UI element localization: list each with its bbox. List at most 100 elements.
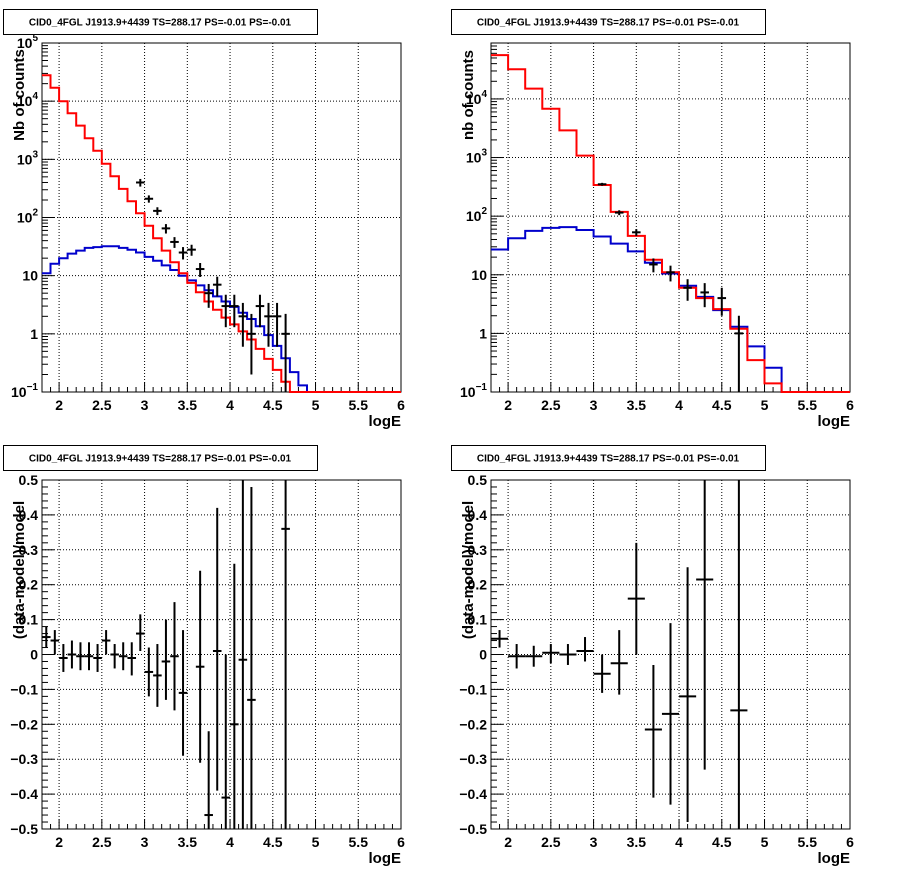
- data-point: [93, 644, 102, 672]
- x-tick-label: 3: [141, 397, 149, 413]
- y-tick-exponent: 4: [481, 89, 487, 100]
- title-frame: [451, 9, 766, 35]
- data-point: [281, 480, 290, 829]
- y-tick-exponent: 3: [32, 149, 38, 160]
- y-tick-label: −0.2: [10, 716, 38, 732]
- y-tick-label: 1: [479, 325, 487, 341]
- x-tick-label: 2.5: [541, 834, 561, 850]
- y-axis-label: nb of counts: [460, 50, 477, 140]
- data-point: [734, 315, 744, 392]
- y-tick-label: 0.1: [19, 612, 39, 628]
- x-tick-label: 5.5: [349, 834, 369, 850]
- y-tick-label: 10: [471, 267, 487, 283]
- data-point: [67, 640, 77, 669]
- y-tick-label: 0.3: [19, 542, 39, 558]
- data-point: [730, 480, 748, 829]
- x-tick-label: 4.5: [712, 834, 732, 850]
- data-point: [161, 619, 171, 700]
- data-point: [195, 263, 205, 277]
- y-tick-label: 0.2: [468, 577, 488, 593]
- data-point: [281, 313, 290, 392]
- x-tick-label: 6: [846, 834, 854, 850]
- x-tick-label: 6: [846, 397, 854, 413]
- y-tick-label: 103: [17, 149, 39, 167]
- y-tick-base: 10: [17, 151, 33, 167]
- y-tick-exponent: 2: [481, 206, 487, 217]
- x-tick-label: 2: [504, 397, 512, 413]
- data-point: [195, 570, 205, 763]
- x-tick-label: 5.5: [349, 397, 369, 413]
- y-tick-base: 10: [466, 91, 482, 107]
- data-point: [508, 644, 526, 669]
- y-tick-label: −0.4: [459, 786, 487, 802]
- data-point: [683, 279, 692, 301]
- data-point: [255, 294, 265, 328]
- data-point: [187, 244, 196, 256]
- data-point: [247, 313, 256, 375]
- y-tick-label: 0: [30, 647, 38, 663]
- x-tick-label: 6: [397, 397, 405, 413]
- title-frame: [451, 445, 766, 471]
- y-tick-label: 0.1: [468, 612, 488, 628]
- y-tick-base: 10: [466, 150, 482, 166]
- series-background: [491, 226, 850, 393]
- data-point: [679, 567, 697, 823]
- x-tick-label: 5: [312, 397, 320, 413]
- x-tick-label: 3.5: [627, 834, 647, 850]
- y-tick-label: −0.4: [10, 786, 38, 802]
- y-tick-label: −0.1: [459, 681, 487, 697]
- y-tick-base: 10: [17, 93, 33, 109]
- data-point: [661, 623, 680, 805]
- y-axis-label: (data-model)/model: [460, 501, 477, 639]
- data-point: [230, 294, 239, 328]
- x-tick-label: 3: [590, 834, 598, 850]
- data-point: [161, 224, 171, 234]
- data-point: [50, 630, 60, 655]
- y-axis-label: Nb of counts: [11, 49, 28, 141]
- data-point: [204, 283, 213, 308]
- y-tick-label: 105: [17, 33, 39, 51]
- x-tick-label: 4: [226, 834, 234, 850]
- x-tick-label: 5.5: [798, 397, 818, 413]
- data-point: [559, 644, 577, 665]
- data-point: [230, 563, 239, 829]
- chart-title: CID0_4FGL J1913.9+4439 TS=288.17 PS=-0.0…: [477, 454, 740, 465]
- x-tick-label: 4: [675, 834, 683, 850]
- data-point: [144, 195, 154, 203]
- y-tick-label: 104: [17, 91, 39, 109]
- data-point: [170, 237, 179, 248]
- y-tick-label: 0.4: [19, 507, 39, 523]
- data-point: [212, 507, 222, 791]
- panel-top-left: CID0_4FGL J1913.9+4439 TS=288.17 PS=-0.0…: [3, 9, 405, 430]
- y-tick-label: 102: [17, 208, 39, 226]
- y-tick-label: 0.3: [468, 542, 488, 558]
- y-tick-base: 10: [466, 208, 482, 224]
- data-point: [170, 602, 179, 711]
- data-point: [542, 644, 560, 664]
- data-point: [696, 480, 714, 770]
- y-tick-label: 103: [466, 148, 488, 166]
- data-point: [627, 542, 645, 655]
- data-point: [221, 654, 231, 829]
- y-tick-label: 0.2: [19, 577, 39, 593]
- title-box: CID0_4FGL J1913.9+4439 TS=288.17 PS=-0.0…: [451, 9, 766, 35]
- plot-frame: [41, 479, 402, 830]
- chart-title: CID0_4FGL J1913.9+4439 TS=288.17 PS=-0.0…: [477, 18, 740, 29]
- x-tick-label: 3.5: [178, 397, 198, 413]
- x-tick-label: 2: [55, 834, 63, 850]
- x-tick-label: 2: [55, 397, 63, 413]
- title-frame: [3, 445, 318, 471]
- x-tick-label: 4: [675, 397, 683, 413]
- panel-bottom-left: CID0_4FGL J1913.9+4439 TS=288.17 PS=-0.0…: [3, 445, 405, 867]
- x-tick-label: 4: [226, 397, 234, 413]
- data-point: [153, 644, 162, 707]
- data-point: [178, 630, 188, 756]
- y-tick-label: 10: [22, 268, 38, 284]
- y-tick-label: −0.3: [459, 751, 487, 767]
- x-tick-label: 5: [761, 834, 769, 850]
- data-point: [593, 654, 611, 693]
- data-point: [597, 182, 607, 186]
- y-tick-label: −0.5: [10, 821, 38, 837]
- x-tick-label: 3.5: [178, 834, 198, 850]
- data-point: [700, 283, 709, 308]
